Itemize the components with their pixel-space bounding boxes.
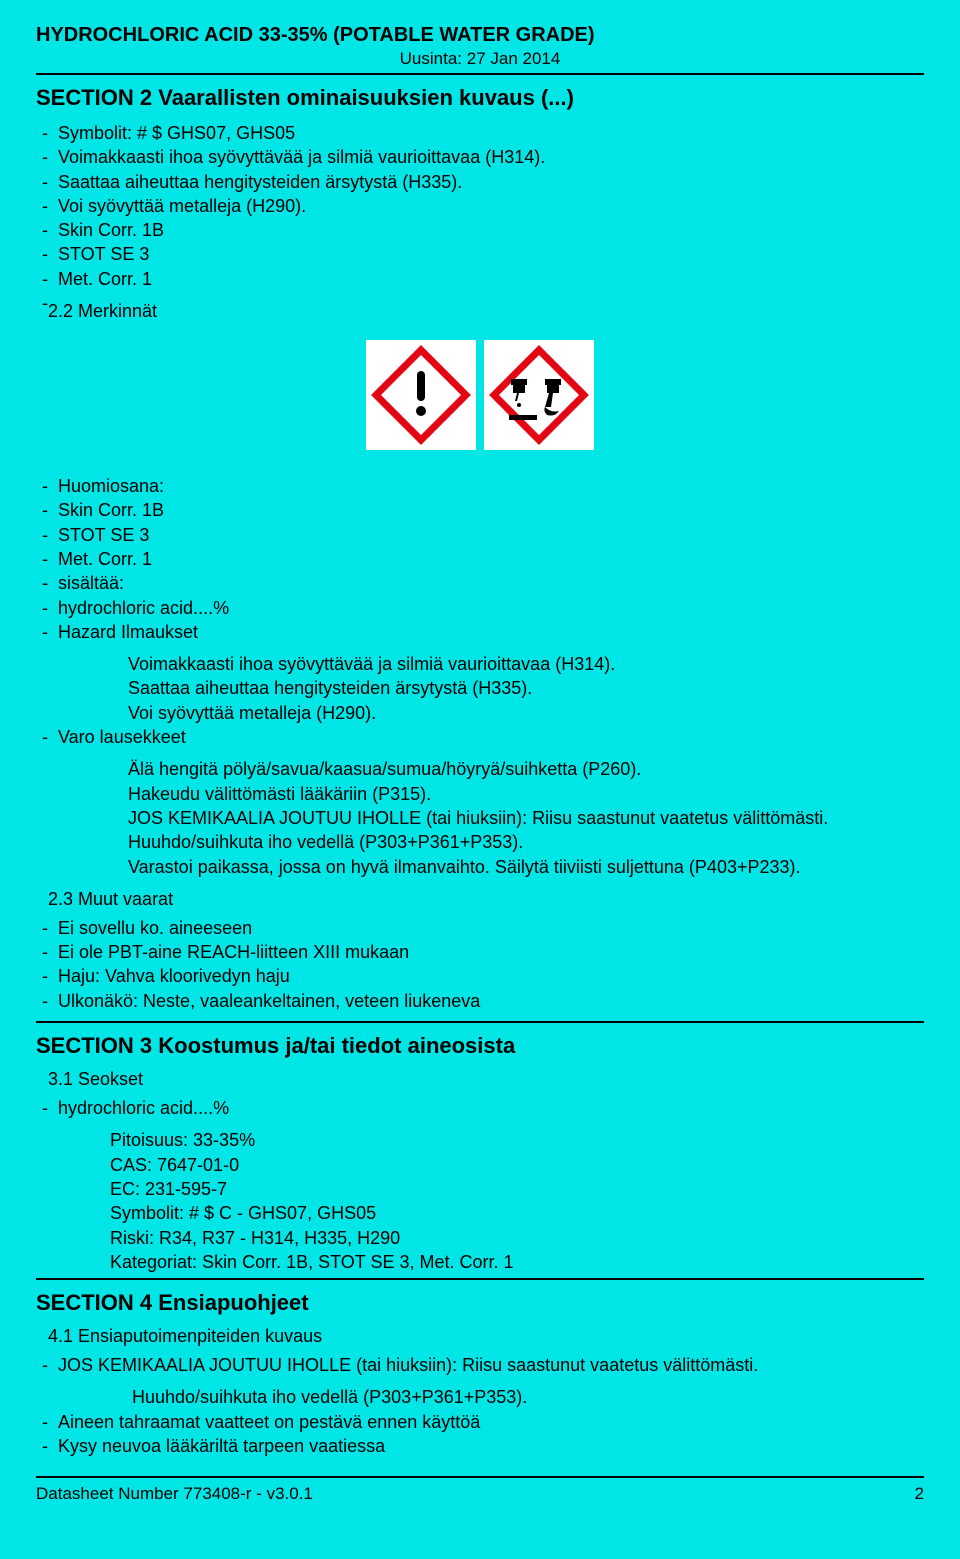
list-item: Hazard Ilmaukset: [36, 620, 924, 644]
section4-list: JOS KEMIKAALIA JOUTUU IHOLLE (tai hiuksi…: [36, 1353, 924, 1377]
section2-3-subheader: 2.3 Muut vaarat: [48, 889, 924, 910]
section4-list-cont: Aineen tahraamat vaatteet on pestävä enn…: [36, 1410, 924, 1459]
section4-line3: Kysy neuvoa lääkäriltä tarpeen vaatiessa: [36, 1434, 924, 1458]
list-item: Symbolit: # $ GHS07, GHS05: [36, 121, 924, 145]
list-item: STOT SE 3: [36, 242, 924, 266]
text-line: Varastoi paikassa, jossa on hyvä ilmanva…: [128, 855, 924, 879]
text-line: Symbolit: # $ C - GHS07, GHS05: [110, 1201, 924, 1225]
text-line: Saattaa aiheuttaa hengitysteiden ärsytys…: [128, 676, 924, 700]
section3-item-label: hydrochloric acid....%: [36, 1096, 924, 1120]
text-line: CAS: 7647-01-0: [110, 1153, 924, 1177]
ghs-pictogram-corrosion: [484, 340, 594, 450]
section4-1-subheader: 4.1 Ensiaputoimenpiteiden kuvaus: [48, 1326, 924, 1347]
text-line: Älä hengitä pölyä/savua/kaasua/sumua/höy…: [128, 757, 924, 781]
section3-1-subheader: 3.1 Seokset: [48, 1069, 924, 1090]
text-line: Hakeudu välittömästi lääkäriin (P315).: [128, 782, 924, 806]
varo-label: Varo lausekkeet: [36, 725, 924, 749]
list-item: Ulkonäkö: Neste, vaaleankeltainen, vetee…: [36, 989, 924, 1013]
page-footer: Datasheet Number 773408-r - v3.0.1 2: [36, 1476, 924, 1504]
list-item: Huomiosana:: [36, 474, 924, 498]
list-item: sisältää:: [36, 571, 924, 595]
list-item: hydrochloric acid....%: [36, 596, 924, 620]
text-line: Huuhdo/suihkuta iho vedellä (P303+P361+P…: [128, 830, 924, 854]
document-subtitle: Uusinta: 27 Jan 2014: [36, 49, 924, 69]
section3-item: hydrochloric acid....%: [36, 1096, 924, 1120]
divider: [36, 1021, 924, 1023]
section4-line2: Aineen tahraamat vaatteet on pestävä enn…: [36, 1410, 924, 1434]
footer-left: Datasheet Number 773408-r - v3.0.1: [36, 1484, 313, 1504]
section2-list3: Ei sovellu ko. aineeseenEi ole PBT-aine …: [36, 916, 924, 1013]
text-line: Riski: R34, R37 - H314, H335, H290: [110, 1226, 924, 1250]
ghs-pictograms: [36, 340, 924, 450]
text-line: Kategoriat: Skin Corr. 1B, STOT SE 3, Me…: [110, 1250, 924, 1274]
precautionary-statements: Älä hengitä pölyä/savua/kaasua/sumua/höy…: [128, 757, 924, 878]
divider: [36, 73, 924, 75]
section2-list2: Huomiosana:Skin Corr. 1BSTOT SE 3Met. Co…: [36, 474, 924, 644]
list-item: Met. Corr. 1: [36, 267, 924, 291]
text-line: Voimakkaasti ihoa syövyttävää ja silmiä …: [128, 652, 924, 676]
text-line: Voi syövyttää metalleja (H290).: [128, 701, 924, 725]
section3-item-details: Pitoisuus: 33-35%CAS: 7647-01-0EC: 231-5…: [110, 1128, 924, 1274]
list-item: Ei ole PBT-aine REACH-liitteen XIII muka…: [36, 940, 924, 964]
section3-title: SECTION 3 Koostumus ja/tai tiedot aineos…: [36, 1033, 924, 1059]
section4-line1a: JOS KEMIKAALIA JOUTUU IHOLLE (tai hiuksi…: [36, 1353, 924, 1377]
section2-list1: Symbolit: # $ GHS07, GHS05Voimakkaasti i…: [36, 121, 924, 291]
footer-right: 2: [915, 1484, 924, 1504]
section2-2-subheader: 2.2 Merkinnät: [48, 301, 924, 322]
ghs-pictogram-exclamation: [366, 340, 476, 450]
list-item: Skin Corr. 1B: [36, 498, 924, 522]
section4-title: SECTION 4 Ensiapuohjeet: [36, 1290, 924, 1316]
hazard-statements: Voimakkaasti ihoa syövyttävää ja silmiä …: [128, 652, 924, 725]
list-item: Voimakkaasti ihoa syövyttävää ja silmiä …: [36, 145, 924, 169]
list-item: Voi syövyttää metalleja (H290).: [36, 194, 924, 218]
document-title: HYDROCHLORIC ACID 33-35% (POTABLE WATER …: [36, 24, 924, 47]
text-line: JOS KEMIKAALIA JOUTUU IHOLLE (tai hiuksi…: [128, 806, 924, 830]
section2-title: SECTION 2 Vaarallisten ominaisuuksien ku…: [36, 85, 924, 111]
list-item: Ei sovellu ko. aineeseen: [36, 916, 924, 940]
varo-label-list: Varo lausekkeet: [36, 725, 924, 749]
text-line: EC: 231-595-7: [110, 1177, 924, 1201]
text-line: Pitoisuus: 33-35%: [110, 1128, 924, 1152]
list-item: Haju: Vahva kloorivedyn haju: [36, 964, 924, 988]
section4-line1b: Huuhdo/suihkuta iho vedellä (P303+P361+P…: [110, 1385, 924, 1409]
list-item: Met. Corr. 1: [36, 547, 924, 571]
list-item: Saattaa aiheuttaa hengitysteiden ärsytys…: [36, 170, 924, 194]
divider: [36, 1278, 924, 1280]
list-item: STOT SE 3: [36, 523, 924, 547]
list-item: Skin Corr. 1B: [36, 218, 924, 242]
